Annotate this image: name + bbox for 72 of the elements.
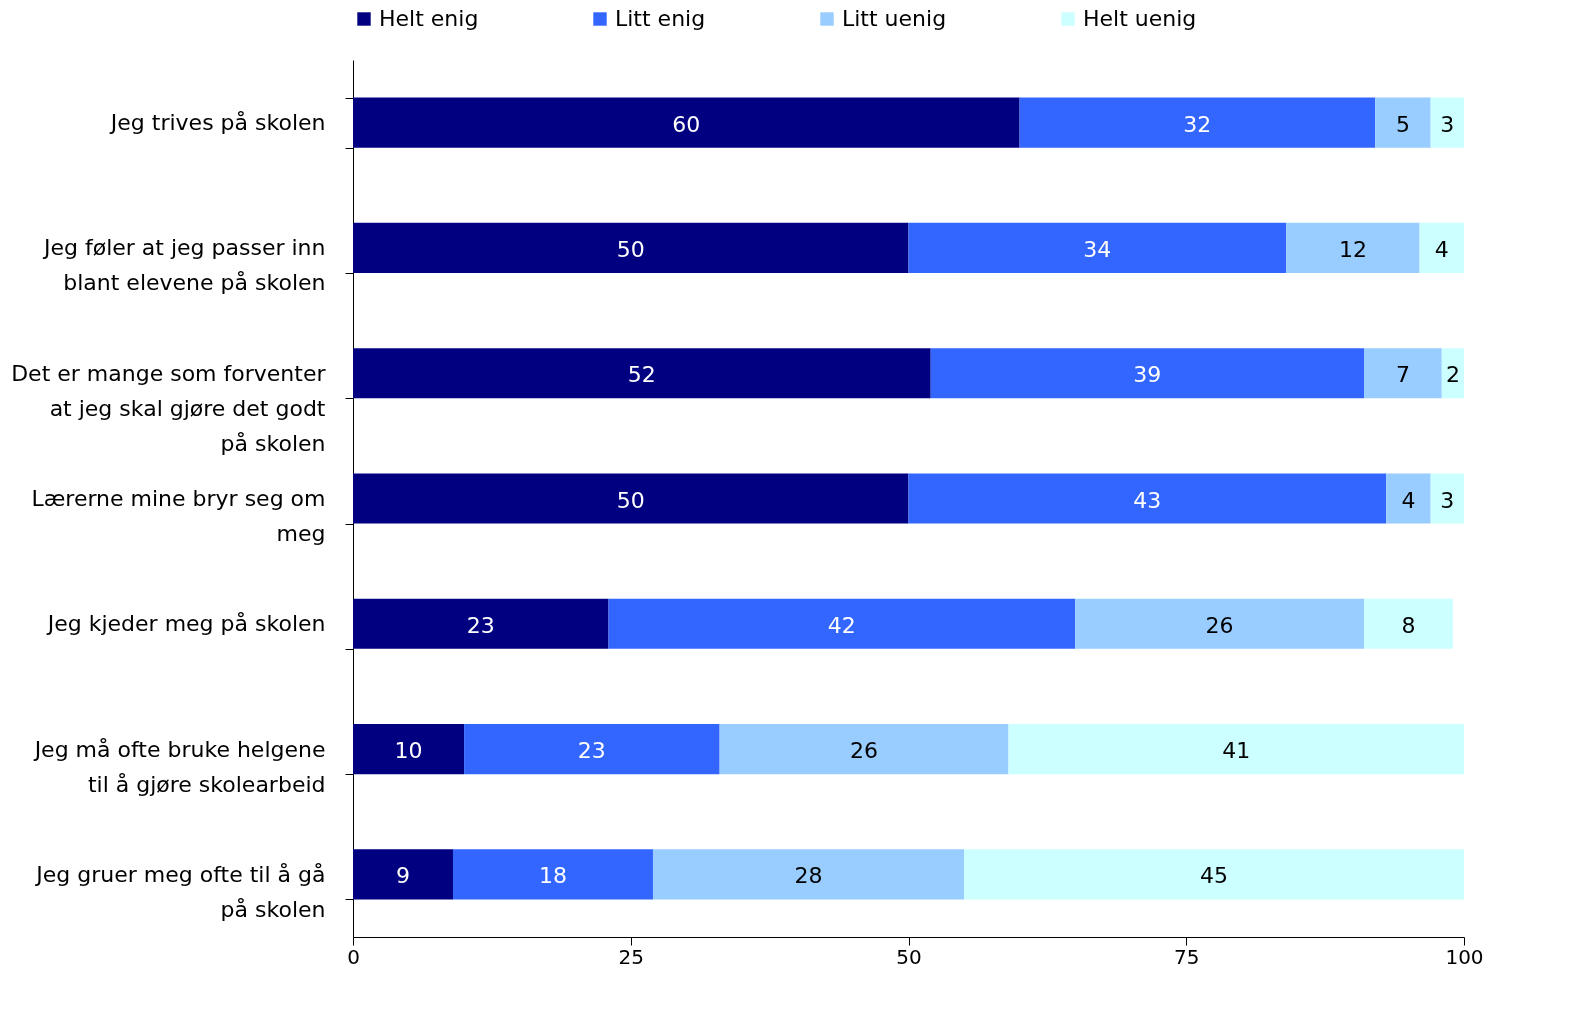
bar: [1386, 473, 1431, 524]
y-tick-label: Jeg trives på skolen: [108, 110, 326, 136]
x-tick-label: 100: [1445, 944, 1484, 969]
bar: [719, 724, 1009, 775]
data-label: 39: [1133, 362, 1162, 388]
data-label: 50: [616, 236, 645, 262]
x-tick-label: 75: [1174, 944, 1200, 969]
y-tick-label: Jeg kjeder meg på skolen: [45, 611, 326, 637]
y-tick-label: Lærerne mine bryr seg om meg: [31, 486, 326, 546]
data-label: 2: [1445, 362, 1460, 388]
y-tick-label: Jeg må ofte bruke helgene til å gjøre skolearbeid: [32, 736, 326, 797]
data-label: 60: [672, 111, 701, 137]
bar: [908, 222, 1287, 273]
bar: [452, 849, 653, 900]
legend-label: Helt enig: [379, 6, 479, 31]
bar: [964, 849, 1464, 900]
y-tick-label: Det er mange som forventer at jeg skal gjøre det godt på skolen: [11, 360, 327, 456]
legend-label: Litt uenig: [842, 6, 947, 31]
bar: [608, 598, 1076, 649]
data-label: 41: [1222, 738, 1251, 764]
bar: [1441, 348, 1464, 399]
bar: [1364, 348, 1442, 399]
y-tick-label: Jeg gruer meg ofte til å gå på skolen: [34, 861, 326, 922]
data-label: 28: [794, 863, 823, 889]
data-label: 50: [616, 487, 645, 513]
data-label: 10: [394, 738, 423, 764]
bar: [1430, 97, 1464, 148]
data-label: 4: [1434, 236, 1449, 262]
data-label: 7: [1395, 362, 1410, 388]
bar: [353, 724, 465, 775]
data-label: 26: [1205, 612, 1234, 638]
data-label: 34: [1083, 236, 1112, 262]
bar: [930, 348, 1365, 399]
x-tick-label: 0: [347, 944, 360, 969]
bar: [652, 849, 965, 900]
bar: [1019, 97, 1376, 148]
data-label: 4: [1401, 487, 1416, 513]
bar: [1375, 97, 1431, 148]
data-label: 9: [395, 863, 410, 889]
data-label: 43: [1133, 487, 1162, 513]
data-label: 18: [538, 863, 567, 889]
bar: [353, 849, 453, 900]
data-label: 42: [827, 612, 856, 638]
data-label: 3: [1440, 487, 1455, 513]
data-label: 12: [1338, 236, 1367, 262]
bar: [353, 222, 909, 273]
data-label: 45: [1200, 863, 1229, 889]
bar: [353, 348, 931, 399]
data-label: 23: [577, 738, 606, 764]
bar: [353, 598, 609, 649]
bar: [1430, 473, 1464, 524]
bar: [353, 97, 1020, 148]
bar: [1075, 598, 1365, 649]
bar: [908, 473, 1387, 524]
bar: [1364, 598, 1453, 649]
bar: [464, 724, 720, 775]
data-label: 26: [850, 738, 879, 764]
bar: [353, 473, 909, 524]
legend-label: Helt uenig: [1083, 6, 1197, 31]
bar: [1008, 724, 1464, 775]
data-label: 32: [1183, 111, 1212, 137]
y-tick-label: Jeg føler at jeg passer inn blant elevene på skolen: [41, 235, 326, 296]
data-label: 8: [1401, 612, 1416, 638]
data-label: 3: [1440, 111, 1455, 137]
data-label: 5: [1395, 111, 1410, 137]
legend-label: Litt enig: [615, 6, 706, 31]
x-tick-label: 25: [618, 944, 644, 969]
data-label: 23: [466, 612, 495, 638]
x-tick-label: 50: [896, 944, 922, 969]
bar: [1286, 222, 1420, 273]
bar: [1419, 222, 1464, 273]
data-label: 52: [627, 362, 656, 388]
